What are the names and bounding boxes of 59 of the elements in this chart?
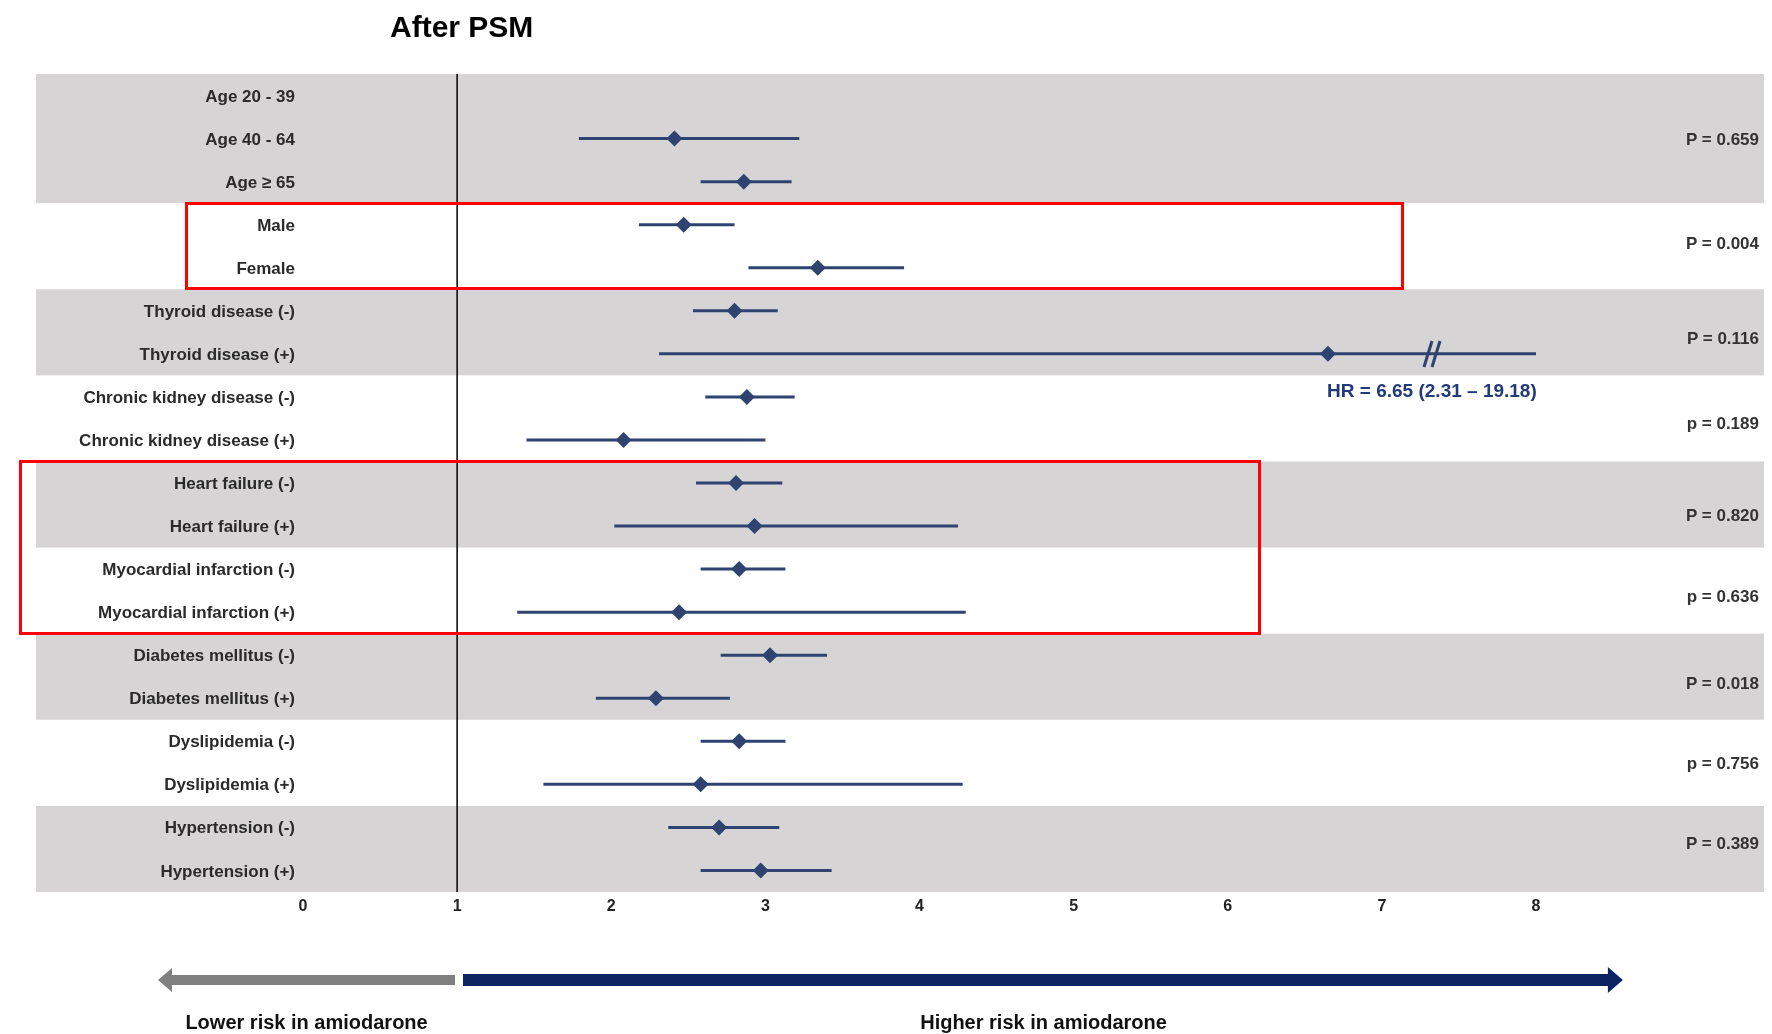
text: p = 0.189 <box>1685 414 1759 434</box>
point <box>692 776 709 793</box>
point <box>647 690 664 707</box>
text: p = 0.756 <box>1685 754 1759 774</box>
text: P = 0.820 <box>1685 506 1759 526</box>
y-tick-label: Diabetes mellitus (-) <box>133 646 295 666</box>
y-tick-label: Heart failure (-) <box>174 474 295 494</box>
point <box>726 302 743 319</box>
text: P = 0.116 <box>1686 329 1759 349</box>
point <box>752 862 769 879</box>
point <box>731 561 748 578</box>
point <box>735 173 752 190</box>
y-tick-label: Age ≥ 65 <box>225 172 295 192</box>
point <box>746 518 763 535</box>
y-tick-label: Dyslipidemia (-) <box>168 732 295 752</box>
y-tick-label: Thyroid disease (-) <box>143 301 295 321</box>
point <box>615 431 632 448</box>
point <box>1319 345 1336 362</box>
y-tick-label: Hypertension (+) <box>160 861 295 881</box>
point <box>728 475 745 491</box>
chart-title: After PSM <box>390 10 534 44</box>
point <box>671 604 688 621</box>
point <box>731 733 748 750</box>
x-tick-label: 2 <box>606 897 616 915</box>
y-tick-label: Myocardial infarction (+) <box>98 603 295 623</box>
x-tick-label: 4 <box>915 897 925 915</box>
y-tick-label: Male <box>257 215 295 235</box>
point <box>809 259 826 276</box>
text: Higher risk in amiodarone <box>919 1011 1168 1034</box>
point <box>711 819 728 836</box>
text: P = 0.018 <box>1685 674 1759 694</box>
y-tick-label: Dyslipidemia (+) <box>164 775 295 795</box>
x-tick-label: 1 <box>452 897 462 915</box>
y-tick-label: Chronic kidney disease (+) <box>79 430 295 450</box>
annotation: HR = 6.65 (2.31 – 19.18) <box>1326 379 1538 402</box>
point <box>675 216 692 233</box>
text: P = 0.004 <box>1685 234 1759 254</box>
y-tick-label: Heart failure (+) <box>169 517 295 537</box>
y-tick-label: Thyroid disease (+) <box>139 344 295 364</box>
x-tick-label: 8 <box>1531 897 1541 915</box>
x-tick-label: 5 <box>1069 897 1079 915</box>
text: P = 0.659 <box>1685 130 1759 150</box>
y-tick-label: Myocardial infarction (-) <box>102 560 295 580</box>
y-tick-label: Hypertension (-) <box>164 818 295 838</box>
y-tick-label: Age 20 - 39 <box>205 86 295 106</box>
point <box>762 647 778 664</box>
y-tick-label: Female <box>236 258 295 278</box>
point <box>738 388 755 405</box>
text: P = 0.389 <box>1685 834 1759 854</box>
x-tick-label: 7 <box>1377 897 1387 915</box>
text: Lower risk in amiodarone <box>184 1011 429 1034</box>
x-tick-label: 3 <box>760 897 770 915</box>
x-tick-label: 6 <box>1223 897 1233 915</box>
x-tick-label: 0 <box>298 897 308 915</box>
point <box>666 130 683 147</box>
y-tick-label: Diabetes mellitus (+) <box>129 689 295 709</box>
y-tick-label: Age 40 - 64 <box>205 129 296 149</box>
y-tick-label: Chronic kidney disease (-) <box>83 387 295 407</box>
text: p = 0.636 <box>1685 587 1759 607</box>
